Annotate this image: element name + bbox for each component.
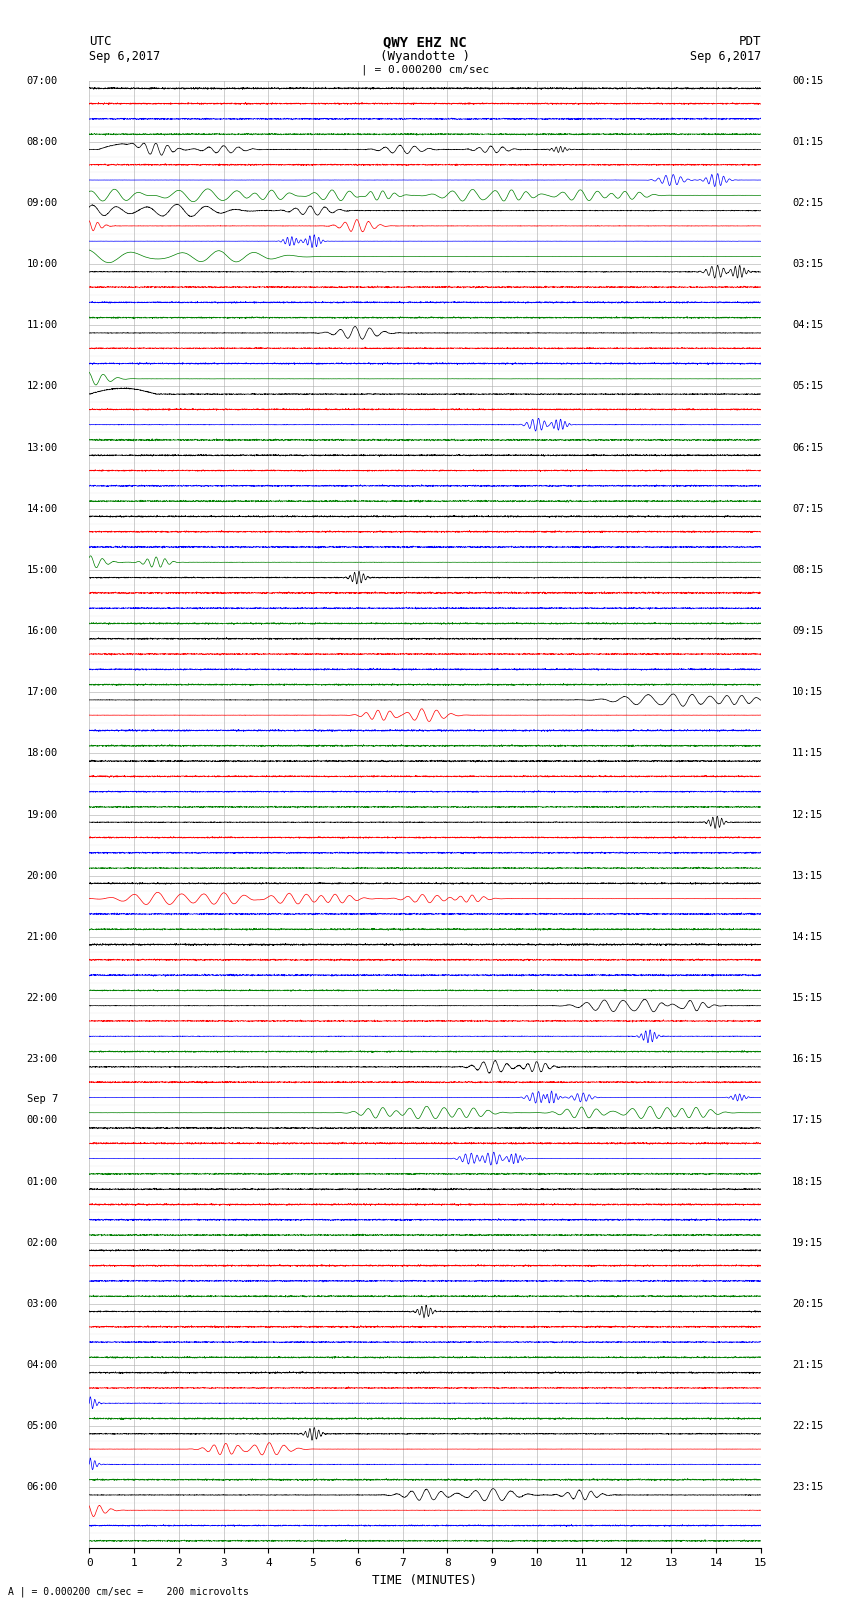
Text: 19:00: 19:00 bbox=[26, 810, 58, 819]
Text: 14:15: 14:15 bbox=[792, 932, 824, 942]
Text: 10:00: 10:00 bbox=[26, 260, 58, 269]
Text: 01:15: 01:15 bbox=[792, 137, 824, 147]
Text: 22:15: 22:15 bbox=[792, 1421, 824, 1431]
Text: 11:15: 11:15 bbox=[792, 748, 824, 758]
Text: 04:15: 04:15 bbox=[792, 321, 824, 331]
Text: 22:00: 22:00 bbox=[26, 994, 58, 1003]
Text: 13:15: 13:15 bbox=[792, 871, 824, 881]
Text: 18:15: 18:15 bbox=[792, 1176, 824, 1187]
Text: 03:15: 03:15 bbox=[792, 260, 824, 269]
Text: 17:15: 17:15 bbox=[792, 1115, 824, 1126]
Text: 19:15: 19:15 bbox=[792, 1237, 824, 1248]
Text: 11:00: 11:00 bbox=[26, 321, 58, 331]
Text: 06:15: 06:15 bbox=[792, 442, 824, 453]
Text: 02:15: 02:15 bbox=[792, 198, 824, 208]
Text: 00:15: 00:15 bbox=[792, 76, 824, 85]
Text: 15:15: 15:15 bbox=[792, 994, 824, 1003]
Text: 20:15: 20:15 bbox=[792, 1298, 824, 1308]
Text: 04:00: 04:00 bbox=[26, 1360, 58, 1369]
Text: QWY EHZ NC: QWY EHZ NC bbox=[383, 35, 467, 50]
Text: 05:00: 05:00 bbox=[26, 1421, 58, 1431]
Text: Sep 7: Sep 7 bbox=[26, 1094, 58, 1103]
Text: PDT: PDT bbox=[739, 35, 761, 48]
Text: 20:00: 20:00 bbox=[26, 871, 58, 881]
Text: 16:15: 16:15 bbox=[792, 1055, 824, 1065]
Text: 23:15: 23:15 bbox=[792, 1482, 824, 1492]
Text: 06:00: 06:00 bbox=[26, 1482, 58, 1492]
Text: 00:00: 00:00 bbox=[26, 1115, 58, 1126]
Text: 21:00: 21:00 bbox=[26, 932, 58, 942]
X-axis label: TIME (MINUTES): TIME (MINUTES) bbox=[372, 1574, 478, 1587]
Text: 05:15: 05:15 bbox=[792, 381, 824, 392]
Text: 02:00: 02:00 bbox=[26, 1237, 58, 1248]
Text: (Wyandotte ): (Wyandotte ) bbox=[380, 50, 470, 63]
Text: 01:00: 01:00 bbox=[26, 1176, 58, 1187]
Text: Sep 6,2017: Sep 6,2017 bbox=[89, 50, 161, 63]
Text: 08:00: 08:00 bbox=[26, 137, 58, 147]
Text: 14:00: 14:00 bbox=[26, 503, 58, 515]
Text: 08:15: 08:15 bbox=[792, 565, 824, 574]
Text: Sep 6,2017: Sep 6,2017 bbox=[689, 50, 761, 63]
Text: 16:00: 16:00 bbox=[26, 626, 58, 636]
Text: 12:00: 12:00 bbox=[26, 381, 58, 392]
Text: 09:00: 09:00 bbox=[26, 198, 58, 208]
Text: 23:00: 23:00 bbox=[26, 1055, 58, 1065]
Text: A | = 0.000200 cm/sec =    200 microvolts: A | = 0.000200 cm/sec = 200 microvolts bbox=[8, 1586, 249, 1597]
Text: 17:00: 17:00 bbox=[26, 687, 58, 697]
Text: UTC: UTC bbox=[89, 35, 111, 48]
Text: 09:15: 09:15 bbox=[792, 626, 824, 636]
Text: 10:15: 10:15 bbox=[792, 687, 824, 697]
Text: 07:00: 07:00 bbox=[26, 76, 58, 85]
Text: 18:00: 18:00 bbox=[26, 748, 58, 758]
Text: | = 0.000200 cm/sec: | = 0.000200 cm/sec bbox=[361, 65, 489, 76]
Text: 21:15: 21:15 bbox=[792, 1360, 824, 1369]
Text: 07:15: 07:15 bbox=[792, 503, 824, 515]
Text: 13:00: 13:00 bbox=[26, 442, 58, 453]
Text: 15:00: 15:00 bbox=[26, 565, 58, 574]
Text: 12:15: 12:15 bbox=[792, 810, 824, 819]
Text: 03:00: 03:00 bbox=[26, 1298, 58, 1308]
